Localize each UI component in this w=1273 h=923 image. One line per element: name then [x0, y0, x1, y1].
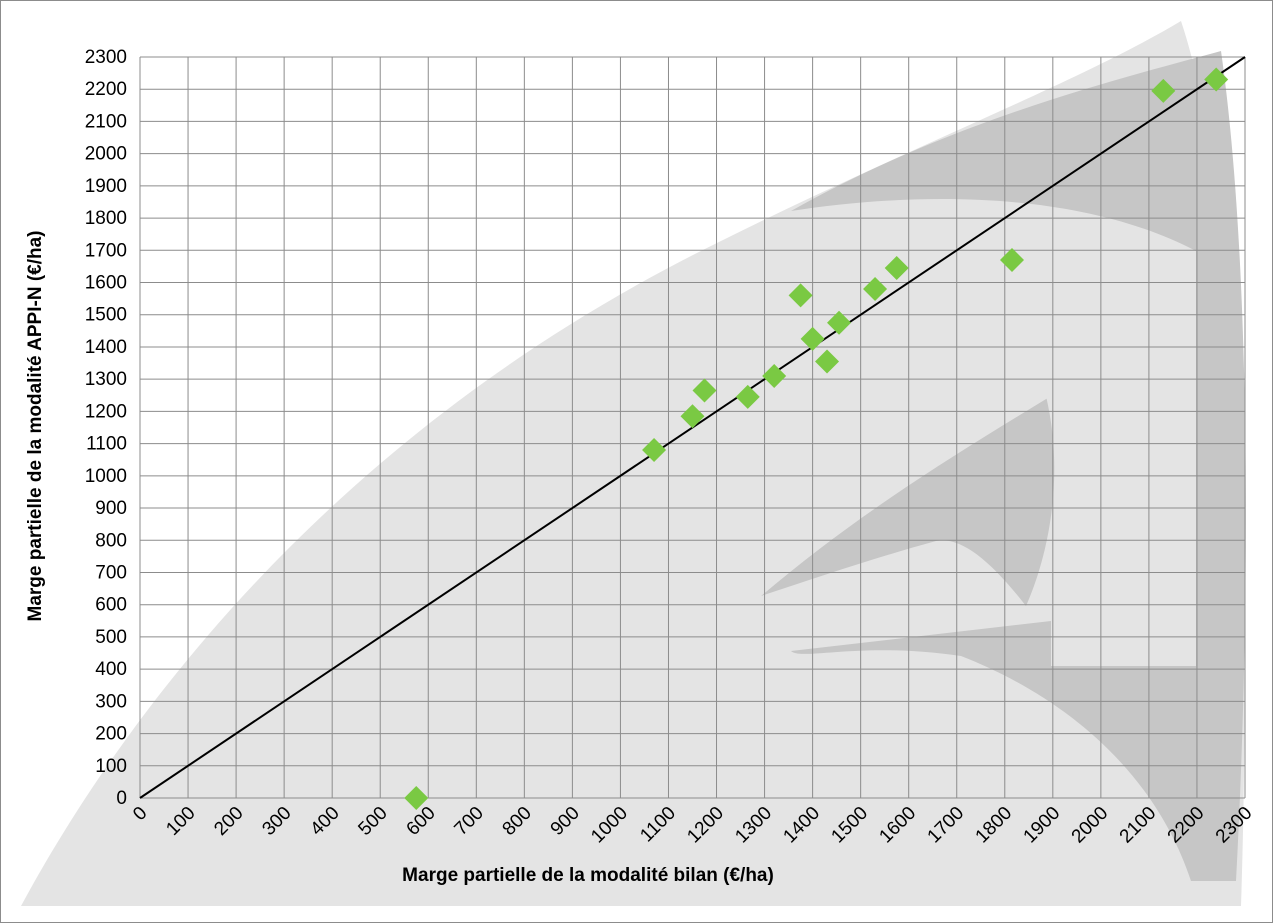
- watermark-dark-wedge: [761, 396, 1055, 606]
- data-point: [762, 363, 787, 388]
- y-tick-label: 2100: [85, 111, 127, 132]
- data-point: [800, 326, 825, 351]
- data-point: [1204, 67, 1229, 92]
- y-tick-labels: 0 100 200 300 400 500 600 700 800 900 1000 1100 1200…: [85, 47, 127, 809]
- y-tick-label: 1800: [85, 208, 127, 229]
- data-point: [1151, 78, 1176, 103]
- y-tick-label: 1200: [85, 401, 127, 422]
- y-tick-label: 700: [95, 562, 127, 583]
- y-tick-label: 600: [95, 595, 127, 616]
- y-tick-label: 500: [95, 627, 127, 648]
- watermark-logo: [21, 21, 1246, 906]
- data-point: [404, 786, 429, 810]
- y-tick-label: 0: [116, 788, 127, 809]
- y-tick-label: 800: [95, 530, 127, 551]
- y-tick-label: 2000: [85, 144, 127, 165]
- grid-lines: [139, 56, 1246, 799]
- y-tick-label: 300: [95, 691, 127, 712]
- y-tick-label: 400: [95, 659, 127, 680]
- y-tick-label: 1300: [85, 369, 127, 390]
- y-tick-label: 2200: [85, 79, 127, 100]
- data-points: [404, 67, 1229, 810]
- watermark-light-swoosh: [21, 21, 1245, 906]
- y-tick-label: 1100: [86, 434, 127, 455]
- y-tick-label: 900: [95, 498, 127, 519]
- data-point: [815, 349, 840, 374]
- data-point: [680, 404, 705, 429]
- data-point: [692, 378, 717, 403]
- y-tick-label: 1700: [85, 240, 127, 261]
- data-point: [735, 384, 760, 409]
- data-point: [999, 247, 1024, 272]
- y-tick-label: 100: [95, 756, 127, 777]
- y-axis-title: Marge partielle de la modalité APPI-N (€…: [25, 230, 46, 621]
- x-axis-title: Marge partielle de la modalité bilan (€/…: [402, 865, 774, 886]
- watermark-dark-arc: [791, 51, 1246, 881]
- y-tick-label: 200: [95, 724, 127, 745]
- y-tick-label: 1600: [85, 273, 127, 294]
- y-tick-label: 1900: [85, 176, 127, 197]
- y-tick-label: 1400: [85, 337, 127, 358]
- y-tick-label: 2300: [85, 47, 127, 68]
- data-point: [863, 276, 888, 301]
- data-point: [827, 310, 852, 335]
- data-point: [884, 256, 909, 281]
- data-point: [642, 438, 667, 463]
- data-point: [788, 283, 813, 308]
- y-tick-label: 1500: [85, 305, 127, 326]
- watermark-light-inner: [717, 276, 1052, 596]
- y-tick-label: 1000: [85, 466, 127, 487]
